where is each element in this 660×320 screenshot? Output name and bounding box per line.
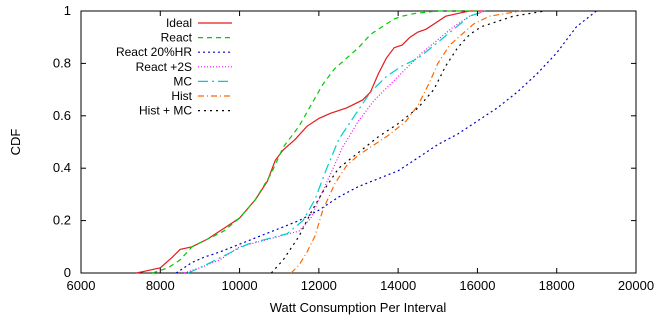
series-line-hist-mc bbox=[270, 10, 545, 274]
plot-frame-group bbox=[80, 10, 637, 274]
x-tick-label: 18000 bbox=[539, 278, 575, 293]
y-tick-label: 0.4 bbox=[53, 160, 71, 175]
y-tick-label: 0.6 bbox=[53, 108, 71, 123]
x-tick-label: 14000 bbox=[380, 278, 416, 293]
y-tick-label: 0 bbox=[64, 265, 71, 280]
y-tick-label: 1 bbox=[64, 3, 71, 18]
x-tick-label: 16000 bbox=[459, 278, 495, 293]
x-tick-label: 20000 bbox=[618, 278, 654, 293]
x-tick-label: 12000 bbox=[301, 278, 337, 293]
series-line-mc bbox=[187, 10, 486, 274]
series-line-react bbox=[152, 10, 478, 274]
legend-label: Hist + MC bbox=[139, 104, 192, 118]
series-line-react-20-hr bbox=[175, 10, 597, 274]
legend-label: React bbox=[161, 31, 193, 45]
legend-label: React 20%HR bbox=[116, 45, 192, 59]
series-line-ideal bbox=[136, 10, 486, 274]
plot-frame bbox=[80, 10, 637, 274]
x-tick-label: 6000 bbox=[67, 278, 96, 293]
x-tick-label: 10000 bbox=[221, 278, 257, 293]
series-group bbox=[136, 10, 597, 274]
y-tick-label: 0.2 bbox=[53, 213, 71, 228]
legend-label: Ideal bbox=[166, 16, 192, 30]
x-tick-label: 8000 bbox=[146, 278, 175, 293]
series-line-hist bbox=[290, 10, 522, 274]
legend-label: Hist bbox=[171, 89, 192, 103]
y-tick-label: 0.8 bbox=[53, 55, 71, 70]
y-axis-label: CDF bbox=[8, 129, 23, 156]
legend-label: React +2S bbox=[136, 60, 192, 74]
ticks-group: 6000 8000 10000 12000 14000 16000 18000 20000 0 0… bbox=[53, 3, 654, 293]
x-axis-label: Watt Consumption Per Interval bbox=[270, 300, 447, 315]
series-line-react-2s bbox=[183, 10, 486, 274]
legend-label: MC bbox=[173, 74, 192, 88]
